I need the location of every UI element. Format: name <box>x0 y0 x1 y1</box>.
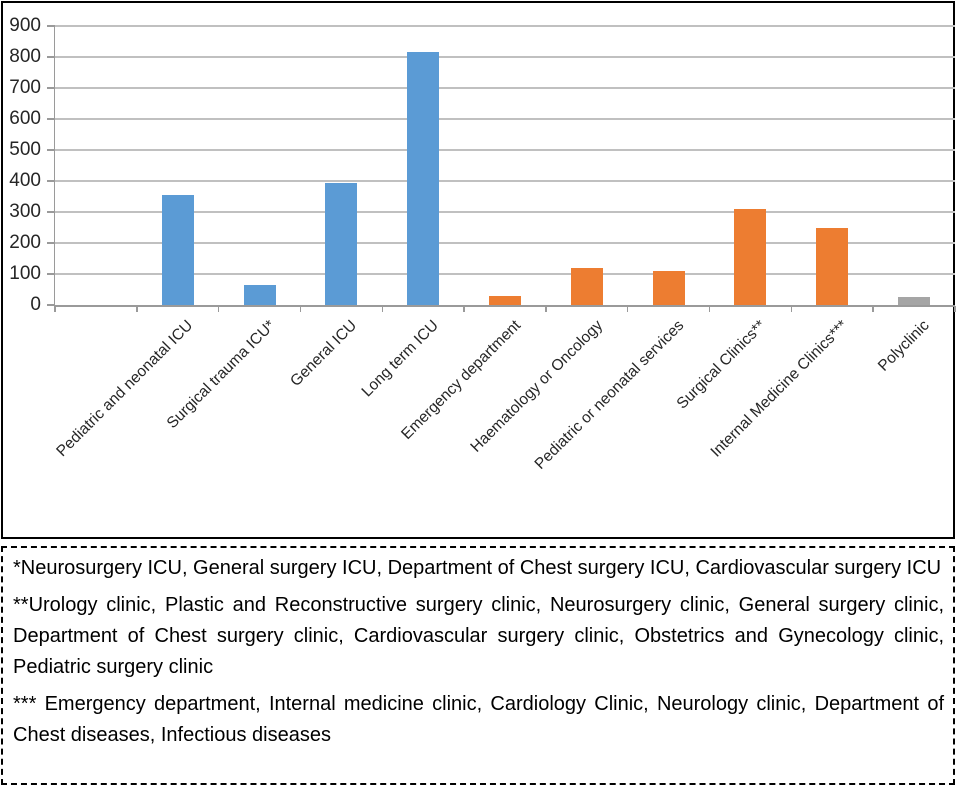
bar <box>325 182 358 305</box>
y-axis-label: 900 <box>9 15 41 36</box>
x-axis-label-text: Haematology or Oncology <box>467 317 606 456</box>
y-axis-tick <box>47 211 55 213</box>
gridline <box>55 211 955 213</box>
y-axis-tick <box>47 25 55 27</box>
plot-area: 0 100 200 300 400 500 600 700 800 900 Pediatric an… <box>9 15 956 473</box>
gridline <box>55 87 955 89</box>
bar <box>161 194 194 305</box>
gridline <box>55 180 955 182</box>
x-axis-tick <box>545 306 547 312</box>
bar <box>570 267 603 305</box>
x-axis-tick <box>136 306 138 312</box>
x-axis-tick <box>217 306 220 312</box>
footnote-surgical-clinics: **Urology clinic, Plastic and Reconstruc… <box>13 594 944 678</box>
bar-chart-panel: 0 100 200 300 400 500 600 700 800 900 Pediatric an… <box>1 1 956 539</box>
gridline <box>55 242 955 244</box>
y-axis-label: 200 <box>9 232 41 253</box>
x-axis-tick <box>626 306 629 312</box>
x-axis-tick <box>299 306 302 312</box>
y-axis-label: 500 <box>9 139 41 160</box>
x-axis-label-text: General ICU <box>287 317 361 390</box>
y-axis-tick <box>47 180 55 182</box>
bar <box>816 227 849 305</box>
gridline <box>55 25 955 27</box>
bar <box>489 295 521 305</box>
gridline <box>55 273 955 275</box>
gridline <box>55 118 955 120</box>
y-axis-label: 700 <box>9 77 41 98</box>
bar <box>734 208 767 305</box>
x-axis-label-text: Internal Medicine Clinics*** <box>707 317 852 461</box>
footnote-icu: *Neurosurgery ICU, General surgery ICU, … <box>13 557 942 579</box>
x-axis-label-text: Pediatric or neonatal services <box>531 317 688 473</box>
x-axis-tick <box>954 306 956 312</box>
y-axis-label: 300 <box>9 201 41 222</box>
x-axis-tick <box>54 306 56 312</box>
x-axis-label-text: Long term ICU <box>358 317 443 401</box>
x-axis-tick <box>790 306 793 312</box>
bar <box>243 284 276 305</box>
y-axis-tick <box>47 304 55 306</box>
x-axis-label-text: Pediatric and neonatal ICU <box>53 317 197 461</box>
footnote-internal-medicine-clinics: *** Emergency department, Internal medic… <box>13 693 944 746</box>
y-axis-tick <box>47 149 55 151</box>
x-axis-tick <box>872 306 874 312</box>
y-axis-tick <box>47 56 55 58</box>
y-axis-tick <box>47 273 55 275</box>
bar <box>652 270 685 305</box>
y-axis-label: 600 <box>9 108 41 129</box>
footnotes-panel: *Neurosurgery ICU, General surgery ICU, … <box>1 546 955 785</box>
bar <box>898 297 931 305</box>
gridline <box>55 149 955 151</box>
x-axis-label-text: Polyclinic <box>875 317 934 375</box>
y-axis-label: 0 <box>30 294 41 315</box>
y-axis-tick <box>47 242 55 244</box>
x-axis-tick <box>463 306 465 312</box>
y-axis-label: 100 <box>9 263 41 284</box>
y-axis-tick <box>47 87 55 89</box>
x-axis-tick <box>708 306 711 312</box>
y-axis-label: 800 <box>9 46 41 67</box>
gridline <box>55 56 955 58</box>
bar <box>407 52 440 305</box>
y-axis-label: 400 <box>9 170 41 191</box>
x-axis-tick <box>381 306 384 312</box>
y-axis-tick <box>47 118 55 120</box>
